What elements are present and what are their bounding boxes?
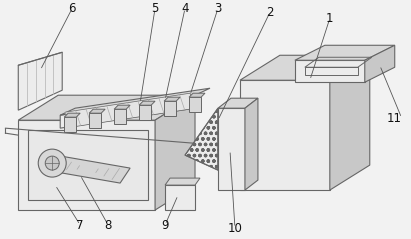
Polygon shape: [114, 109, 126, 124]
Text: 7: 7: [76, 218, 84, 232]
Polygon shape: [18, 120, 155, 210]
Polygon shape: [18, 52, 62, 110]
Text: 8: 8: [104, 218, 112, 232]
Circle shape: [38, 149, 66, 177]
Polygon shape: [64, 113, 80, 117]
Polygon shape: [60, 88, 210, 115]
Polygon shape: [18, 95, 195, 120]
Polygon shape: [164, 101, 176, 116]
Polygon shape: [164, 97, 180, 101]
Polygon shape: [218, 98, 258, 108]
Polygon shape: [28, 130, 148, 200]
Polygon shape: [165, 178, 200, 185]
Polygon shape: [60, 95, 195, 128]
Polygon shape: [89, 109, 105, 113]
Polygon shape: [185, 108, 218, 170]
Polygon shape: [295, 45, 395, 60]
Polygon shape: [189, 97, 201, 112]
Polygon shape: [89, 113, 101, 128]
Circle shape: [45, 156, 59, 170]
Polygon shape: [65, 93, 196, 127]
Polygon shape: [189, 93, 205, 97]
Polygon shape: [139, 105, 151, 120]
Polygon shape: [240, 55, 370, 80]
Polygon shape: [45, 155, 130, 183]
Text: 1: 1: [326, 12, 334, 25]
Polygon shape: [64, 117, 76, 132]
Text: 9: 9: [161, 218, 169, 232]
Polygon shape: [165, 185, 195, 210]
Polygon shape: [218, 108, 245, 190]
Polygon shape: [365, 45, 395, 82]
Polygon shape: [240, 80, 330, 190]
Text: 10: 10: [228, 222, 242, 234]
Polygon shape: [114, 105, 130, 109]
Text: 5: 5: [151, 2, 159, 15]
Text: 2: 2: [266, 6, 274, 19]
Polygon shape: [295, 60, 365, 82]
Text: 11: 11: [387, 112, 402, 125]
Text: 6: 6: [69, 2, 76, 15]
Text: 4: 4: [181, 2, 189, 15]
Polygon shape: [139, 101, 155, 105]
Polygon shape: [330, 55, 370, 190]
Polygon shape: [245, 98, 258, 190]
Polygon shape: [155, 95, 195, 210]
Text: 3: 3: [214, 2, 222, 15]
